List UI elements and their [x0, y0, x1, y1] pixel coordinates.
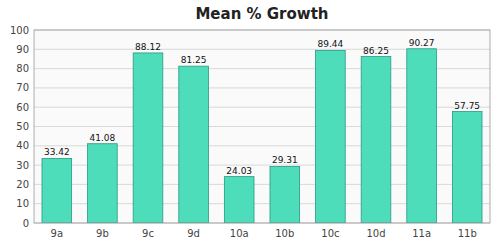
- data-label: 88.12: [135, 42, 161, 52]
- x-tick-label: 10d: [366, 228, 385, 239]
- x-tick-label: 11a: [412, 228, 431, 239]
- y-tick-label: 70: [16, 82, 29, 93]
- y-tick-label: 30: [16, 160, 29, 171]
- bars: [42, 49, 482, 223]
- data-label: 89.44: [318, 39, 344, 49]
- y-tick-label: 60: [16, 102, 29, 113]
- x-tick-label: 10a: [230, 228, 249, 239]
- data-label: 81.25: [181, 55, 207, 65]
- chart-svg: Mean % Growth 0 10 20 30 40 50 60 70 80 90 100 33.42…: [0, 0, 500, 245]
- y-tick-label: 90: [16, 44, 29, 55]
- data-label: 24.03: [226, 166, 252, 176]
- y-tick-label: 0: [23, 218, 29, 229]
- y-tick-label: 40: [16, 140, 29, 151]
- x-tick-label: 9b: [96, 228, 109, 239]
- y-tick-label: 20: [16, 179, 29, 190]
- data-label: 41.08: [90, 133, 116, 143]
- bar: [42, 158, 72, 223]
- x-tick-label: 10c: [321, 228, 339, 239]
- title: Mean % Growth: [195, 5, 328, 23]
- plot-area: [34, 30, 490, 223]
- bar: [361, 57, 391, 223]
- bar: [179, 66, 209, 223]
- bar: [224, 177, 254, 223]
- x-tick-label: 9c: [142, 228, 154, 239]
- y-tick-label: 10: [16, 198, 29, 209]
- y-tick-label: 100: [10, 25, 29, 36]
- data-label: 33.42: [44, 147, 70, 157]
- x-axis: 9a 9b 9c 9d 10a 10b 10c 10d 11a 11b: [51, 228, 477, 239]
- data-labels: 33.42 41.08 88.12 81.25 24.03 29.31 89.44 86.25…: [44, 38, 480, 176]
- bar: [88, 144, 118, 223]
- y-axis: 0 10 20 30 40 50 60 70 80 90 100: [10, 25, 29, 229]
- bar: [270, 166, 300, 223]
- x-tick-label: 9a: [51, 228, 64, 239]
- y-tick-label: 50: [16, 121, 29, 132]
- bar: [407, 49, 437, 223]
- data-label: 57.75: [454, 101, 480, 111]
- data-label: 86.25: [363, 46, 389, 56]
- x-tick-label: 9d: [187, 228, 200, 239]
- plot-frame: [34, 30, 490, 223]
- bar: [452, 112, 482, 223]
- bar: [316, 50, 346, 223]
- bar: [133, 53, 163, 223]
- x-tick-label: 10b: [275, 228, 294, 239]
- data-label: 29.31: [272, 155, 298, 165]
- y-tick-label: 80: [16, 63, 29, 74]
- data-label: 90.27: [409, 38, 435, 48]
- grid: [34, 30, 490, 223]
- x-tick-label: 11b: [458, 228, 477, 239]
- chart-container: Mean % Growth 0 10 20 30 40 50 60 70 80 90 100 33.42…: [0, 0, 500, 245]
